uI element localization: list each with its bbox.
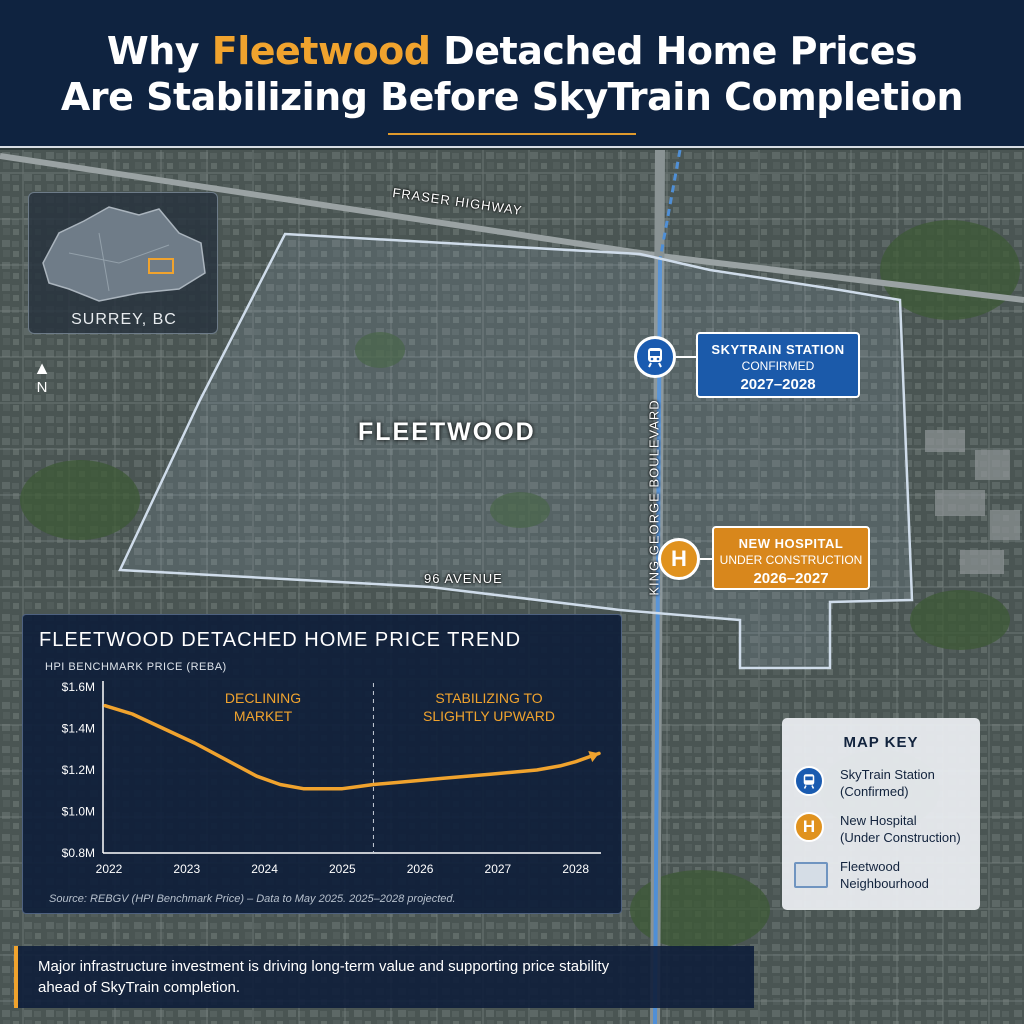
- title-prefix: Why: [106, 29, 212, 73]
- key-label-hospital: New Hospital (Under Construction): [840, 812, 961, 846]
- title-rest: Detached Home Prices: [430, 29, 918, 73]
- skytrain-callout: SKYTRAIN STATION CONFIRMED 2027–2028: [696, 332, 860, 398]
- header-banner: Why Fleetwood Detached Home Prices Are S…: [0, 0, 1024, 148]
- y-tick-label: $1.0M: [62, 805, 95, 819]
- map-area[interactable]: FRASER HIGHWAY 96 AVENUE KING GEORGE BOU…: [0, 150, 1024, 1024]
- chart-title: FLEETWOOD DETACHED HOME PRICE TREND: [39, 629, 522, 651]
- hospital-callout-status: UNDER CONSTRUCTION: [719, 553, 863, 567]
- fleetwood-area-label: FLEETWOOD: [358, 418, 536, 446]
- annotation-declining: DECLINING: [225, 690, 301, 706]
- skytrain-station-marker[interactable]: [634, 336, 676, 378]
- key-label-skytrain-line1: SkyTrain Station: [840, 767, 935, 782]
- key-label-skytrain: SkyTrain Station (Confirmed): [840, 766, 935, 800]
- price-trend-chart-panel: FLEETWOOD DETACHED HOME PRICE TREND HPI …: [22, 614, 622, 914]
- hospital-leader-line: [700, 558, 714, 560]
- title-accent: Fleetwood: [211, 29, 431, 73]
- footer-line1: Major infrastructure investment is drivi…: [38, 958, 610, 975]
- x-tick-label: 2026: [407, 862, 434, 876]
- trend-arrowhead: [588, 750, 599, 763]
- price-trend-chart: $0.8M $1.0M $1.2M $1.4M $1.6M 2022 2023 2024 202…: [62, 680, 601, 876]
- neighbourhood-swatch-icon: [794, 862, 828, 888]
- hospital-callout-title: NEW HOSPITAL: [738, 536, 844, 551]
- x-tick-label: 2023: [173, 862, 200, 876]
- skytrain-callout-status: CONFIRMED: [741, 359, 815, 373]
- title-underline: [388, 133, 636, 135]
- hospital-icon: H: [794, 812, 824, 842]
- hospital-marker[interactable]: H: [658, 538, 700, 580]
- annotation-declining: MARKET: [234, 708, 293, 724]
- inset-map: SURREY, BC: [28, 192, 218, 334]
- key-label-neighbourhood-line1: Fleetwood: [840, 859, 900, 874]
- footer-note: Major infrastructure investment is drivi…: [14, 946, 754, 1008]
- y-tick-label: $0.8M: [62, 846, 95, 860]
- y-tick-label: $1.6M: [62, 680, 95, 694]
- page-title-line1: Why Fleetwood Detached Home Prices: [0, 0, 1024, 74]
- key-label-hospital-line1: New Hospital: [840, 813, 917, 828]
- map-key: MAP KEY SkyTrain Station (Confirmed) H N…: [782, 718, 980, 910]
- key-label-hospital-line2: (Under Construction): [840, 830, 961, 845]
- x-tick-label: 2022: [96, 862, 123, 876]
- north-arrow-icon: ▲: [33, 358, 51, 378]
- x-tick-label: 2025: [329, 862, 356, 876]
- fleetwood-inset-highlight: [148, 258, 174, 274]
- north-label: N: [36, 379, 48, 396]
- skytrain-leader-line: [676, 356, 698, 358]
- north-arrow: ▲ N: [30, 358, 54, 396]
- surrey-outline: [42, 206, 206, 302]
- key-label-neighbourhood-line2: Neighbourhood: [840, 876, 929, 891]
- x-tick-label: 2028: [562, 862, 589, 876]
- key-row-skytrain: SkyTrain Station (Confirmed): [794, 764, 974, 804]
- annotation-stabilizing: STABILIZING TO: [435, 690, 542, 706]
- map-key-title: MAP KEY: [843, 734, 919, 751]
- annotation-stabilizing: SLIGHTLY UPWARD: [423, 708, 555, 724]
- key-row-neighbourhood: Fleetwood Neighbourhood: [794, 856, 974, 896]
- train-icon: [794, 766, 824, 796]
- page-title-line2: Are Stabilizing Before SkyTrain Completi…: [60, 75, 964, 119]
- key-row-hospital: H New Hospital (Under Construction): [794, 810, 974, 850]
- price-trend-line: [103, 703, 601, 791]
- train-icon: [648, 348, 662, 368]
- chart-subtitle: HPI BENCHMARK PRICE (REBA): [45, 661, 227, 673]
- hospital-callout-years: 2026–2027: [753, 570, 829, 587]
- skytrain-callout-years: 2027–2028: [740, 376, 816, 393]
- key-label-neighbourhood: Fleetwood Neighbourhood: [840, 858, 929, 892]
- y-tick-label: $1.4M: [62, 722, 95, 736]
- y-tick-label: $1.2M: [62, 763, 95, 777]
- x-tick-label: 2024: [251, 862, 278, 876]
- x-tick-label: 2027: [485, 862, 512, 876]
- chart-source: Source: REBGV (HPI Benchmark Price) – Da…: [49, 893, 456, 905]
- inset-label: SURREY, BC: [71, 311, 177, 328]
- hospital-icon: H: [671, 546, 687, 571]
- road-label-96-avenue: 96 AVENUE: [424, 571, 503, 586]
- key-label-skytrain-line2: (Confirmed): [840, 784, 909, 799]
- footer-line2: ahead of SkyTrain completion.: [38, 979, 241, 996]
- hospital-callout: NEW HOSPITAL UNDER CONSTRUCTION 2026–202…: [712, 526, 870, 590]
- skytrain-callout-title: SKYTRAIN STATION: [711, 342, 845, 357]
